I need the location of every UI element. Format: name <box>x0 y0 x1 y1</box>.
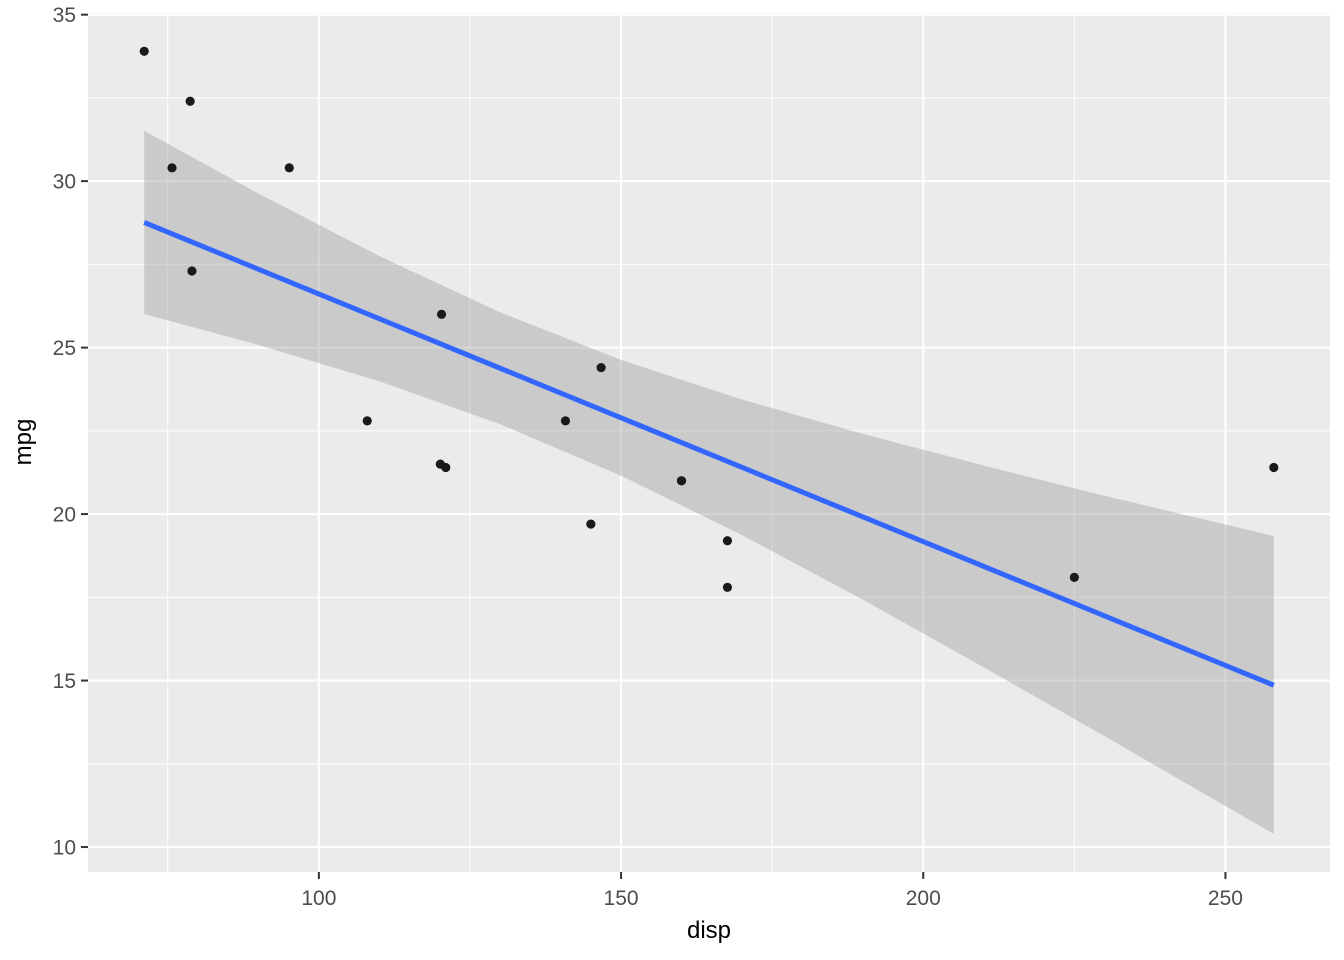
confidence-ribbon <box>144 130 1274 835</box>
data-point <box>139 46 149 56</box>
x-tick-label: 150 <box>604 887 639 910</box>
data-point <box>1269 462 1279 473</box>
data-point <box>185 96 195 106</box>
data-point <box>187 266 197 276</box>
y-axis-title: mpg <box>10 418 37 466</box>
x-tick-label: 100 <box>301 887 336 910</box>
data-point <box>676 476 687 486</box>
x-tick-label: 250 <box>1208 887 1243 910</box>
y-tick-label: 15 <box>53 670 76 693</box>
regression-line <box>143 220 1275 688</box>
panel-background <box>88 13 1330 872</box>
data-point <box>441 462 451 473</box>
data-point <box>436 309 447 319</box>
y-tick-label: 10 <box>53 837 76 860</box>
data-point <box>362 416 372 426</box>
y-tick-label: 35 <box>53 4 76 27</box>
data-point <box>722 536 733 546</box>
data-point <box>722 582 733 592</box>
x-tick-label: 200 <box>906 887 941 910</box>
data-point <box>284 163 294 173</box>
data-point <box>596 362 606 373</box>
data-point <box>1069 572 1079 582</box>
data-point <box>560 416 571 426</box>
data-point <box>167 163 177 173</box>
y-tick-label: 25 <box>53 337 76 360</box>
data-point <box>586 519 596 529</box>
y-tick-label: 30 <box>53 171 76 194</box>
y-tick-label: 20 <box>53 504 76 527</box>
x-axis-title: disp <box>686 917 732 944</box>
